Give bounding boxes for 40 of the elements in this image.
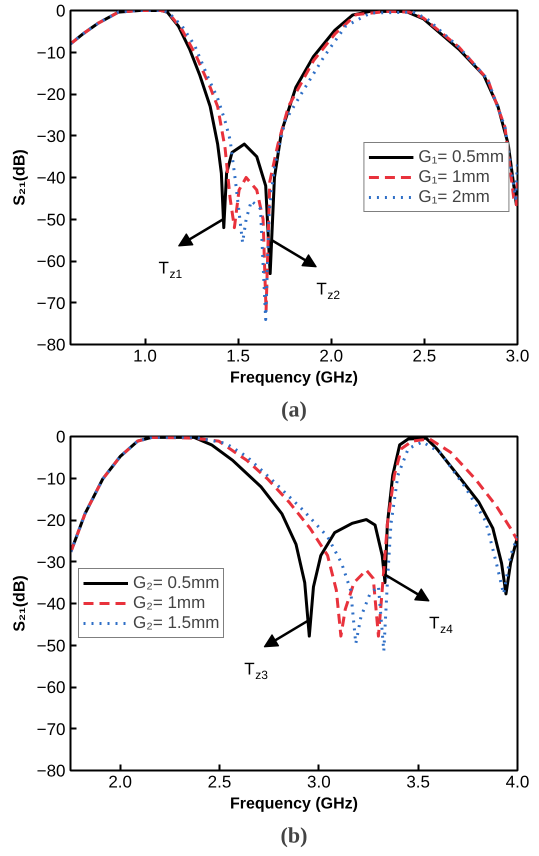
x-axis-title: Frequency (GHz) (230, 370, 358, 386)
y-tick-label: −40 (36, 594, 66, 614)
y-axis-title: S₂₁(dB) (12, 575, 29, 632)
y-tick-label: −80 (36, 762, 66, 780)
y-axis-title: S₂₁(dB) (12, 149, 29, 206)
x-tick-label: 2.5 (412, 346, 436, 366)
y-tick-label: −10 (36, 469, 66, 488)
y-tick-label: 0 (56, 2, 66, 20)
x-tick-label: 1.0 (133, 346, 157, 366)
y-tick-label: −50 (36, 210, 66, 230)
y-tick-label: −70 (36, 294, 66, 313)
x-tick-label: 3.0 (307, 772, 331, 792)
y-tick-label: −60 (36, 252, 66, 271)
x-tick-label: 2.0 (108, 772, 132, 792)
y-tick-label: −20 (36, 511, 66, 530)
y-tick-label: −40 (36, 168, 66, 188)
legend-label: G₂= 1mm (133, 593, 206, 613)
x-tick-label: 4.0 (506, 772, 530, 792)
x-tick-label: 2.0 (319, 346, 344, 366)
y-tick-label: −70 (36, 720, 66, 739)
legend-label: G₁= 2mm (418, 187, 490, 207)
legend-label: G₂= 1.5mm (133, 613, 220, 633)
y-tick-label: −60 (36, 678, 66, 697)
y-tick-label: 0 (56, 428, 66, 446)
x-tick-label: 3.0 (506, 346, 530, 366)
x-tick-label: 3.5 (406, 772, 430, 792)
y-tick-label: −50 (36, 636, 66, 656)
y-tick-label: −20 (36, 85, 66, 104)
y-tick-label: −30 (36, 126, 66, 146)
legend-label: G₁= 1mm (418, 167, 490, 187)
x-tick-label: 2.5 (208, 772, 232, 792)
y-tick-label: −80 (36, 336, 66, 354)
legend-label: G₂= 0.5mm (133, 573, 220, 593)
legend-label: G₁= 0.5mm (418, 147, 504, 167)
x-tick-label: 1.5 (226, 346, 250, 366)
text: (b) (280, 822, 308, 848)
y-tick-label: −10 (36, 43, 66, 62)
x-axis-title: Frequency (GHz) (230, 796, 358, 812)
y-tick-label: −30 (36, 552, 66, 572)
text: (a) (281, 396, 307, 422)
